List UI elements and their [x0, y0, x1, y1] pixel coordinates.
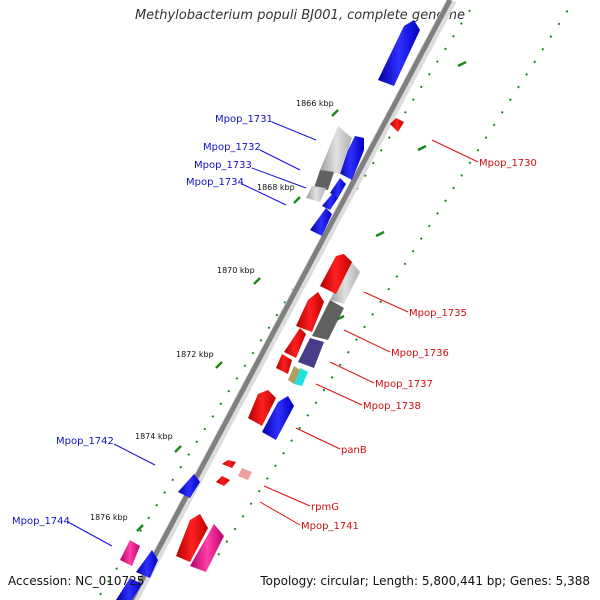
gene-mpop-1736: [312, 300, 344, 340]
label-mpop-1730[interactable]: Mpop_1730: [479, 158, 537, 169]
gene-red-1: [320, 254, 352, 294]
label-mpop-1741[interactable]: Mpop_1741: [301, 521, 359, 532]
scale-ruler: [97, 9, 471, 599]
reverse-genes: [120, 118, 404, 572]
gene-pink-2: [120, 540, 140, 566]
label-mpop-1731[interactable]: Mpop_1731: [215, 114, 273, 125]
gene-red-4: [276, 354, 292, 374]
accession-text: Accession: NC_010725: [8, 574, 145, 588]
genome-backbone: [128, 0, 453, 600]
gene-mpop-1738: [248, 390, 276, 426]
label-mpop-1742[interactable]: Mpop_1742: [56, 436, 114, 447]
gene-forward-edge: [116, 578, 142, 600]
gene-gray-1: [314, 170, 334, 190]
tick-label-1872: 1872 kbp: [176, 350, 214, 359]
gene-gray-2: [306, 186, 326, 202]
gray-genes: [288, 126, 360, 386]
label-mpop-1738[interactable]: Mpop_1738: [363, 401, 421, 412]
label-mpop-1744[interactable]: Mpop_1744: [12, 516, 70, 527]
tick-label-1874: 1874 kbp: [135, 432, 173, 441]
gene-red-bottom: [176, 514, 208, 562]
label-mpop-1737[interactable]: Mpop_1737: [375, 379, 433, 390]
gene-mpop-1741: [216, 476, 230, 486]
gene-rpmg-pale: [238, 468, 252, 480]
forward-genes: [116, 20, 420, 600]
tick-label-1866: 1866 kbp: [296, 99, 334, 108]
map-title: Methylobacterium populi BJ001, complete …: [134, 8, 466, 23]
gene-tan: [288, 366, 300, 384]
label-mpop-1732[interactable]: Mpop_1732: [203, 142, 261, 153]
gene-pink-1: [190, 524, 224, 572]
gene-mpop-1730: [390, 118, 404, 132]
gene-forward-top: [378, 20, 420, 86]
gene-mpop-1734b: [310, 208, 332, 236]
tick-label-1868: 1868 kbp: [257, 183, 295, 192]
left-label-group: Mpop_1731 Mpop_1732 Mpop_1733 Mpop_1734 …: [12, 114, 317, 547]
label-mpop-1734[interactable]: Mpop_1734: [186, 177, 244, 188]
gene-mpop-1742: [178, 474, 200, 498]
gene-mpop-1731: [320, 126, 352, 174]
gene-forward-bottom: [136, 550, 158, 578]
topology-text: Topology: circular; Length: 5,800,441 bp…: [260, 574, 590, 588]
label-mpop-1736[interactable]: Mpop_1736: [391, 348, 449, 359]
gene-cyan: [294, 368, 308, 386]
gene-panb-pair: [262, 396, 294, 440]
label-panb[interactable]: panB: [341, 445, 367, 456]
gene-red-3: [284, 328, 306, 358]
gene-rpmg: [222, 460, 236, 468]
label-mpop-1735[interactable]: Mpop_1735: [409, 308, 467, 319]
label-mpop-1733[interactable]: Mpop_1733: [194, 160, 252, 171]
label-rpmg[interactable]: rpmG: [311, 502, 339, 513]
tick-label-1876: 1876 kbp: [90, 513, 128, 522]
gene-mpop-1735: [330, 260, 360, 304]
right-label-group: Mpop_1730 Mpop_1735 Mpop_1736 Mpop_1737 …: [259, 139, 537, 532]
tick-label-1870: 1870 kbp: [217, 266, 255, 275]
gene-mpop-1732: [337, 136, 364, 180]
gene-mpop-1734a: [322, 194, 338, 210]
gene-mpop-1733: [330, 178, 346, 198]
gene-red-2: [296, 292, 324, 332]
gene-mpop-1737: [298, 338, 324, 368]
